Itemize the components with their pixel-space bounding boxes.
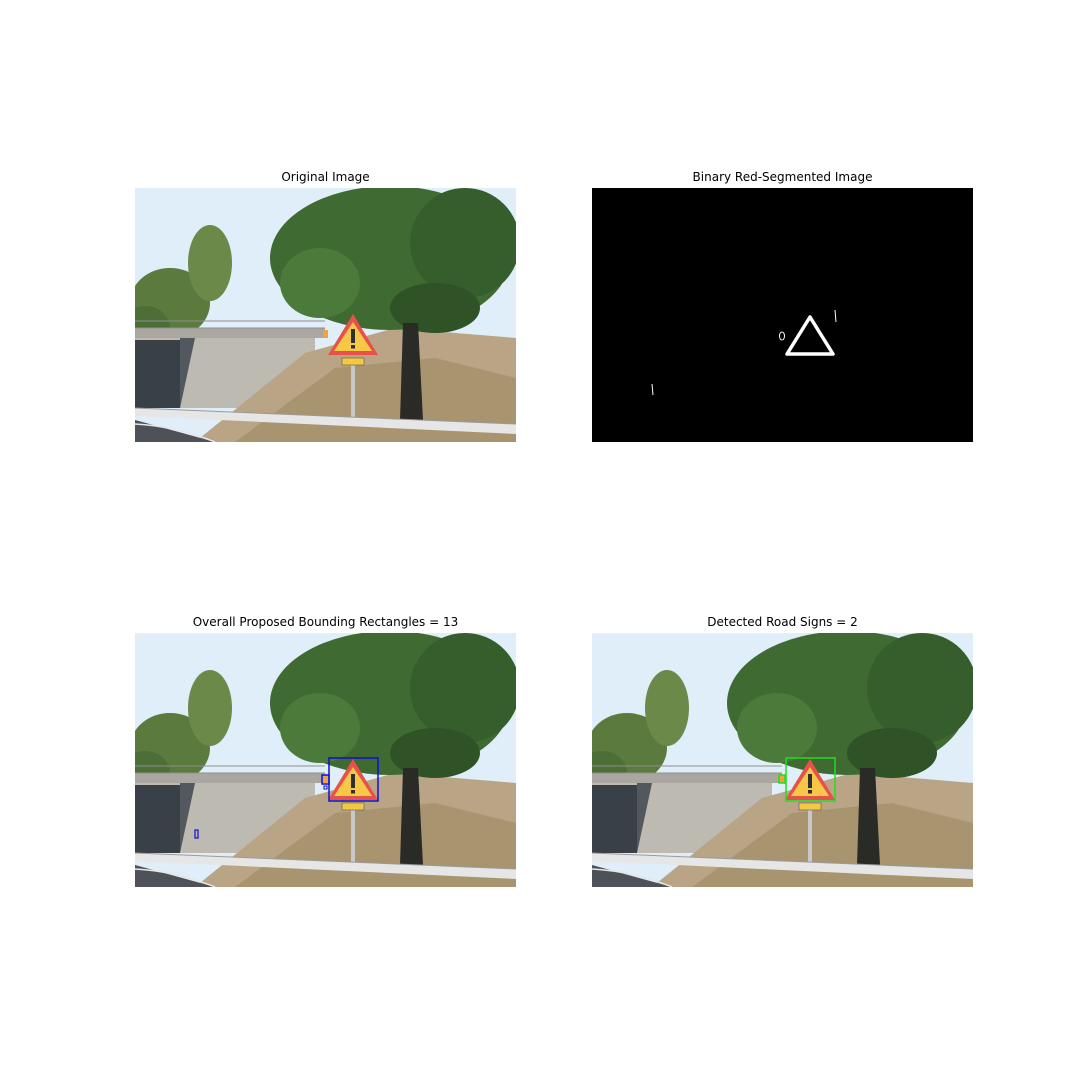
original-image-title: Original Image <box>281 170 370 184</box>
detections-title: Detected Road Signs = 2 <box>707 615 858 629</box>
proposal-box-left <box>194 829 199 839</box>
detections-image <box>592 633 973 887</box>
original-image <box>135 188 516 442</box>
binary-mask-image <box>592 188 973 442</box>
proposals-title: Overall Proposed Bounding Rectangles = 1… <box>192 615 459 629</box>
mask-triangle-shape <box>785 315 835 356</box>
mask-blob <box>779 331 785 341</box>
proposals-panel <box>135 633 516 887</box>
detection-box-sign <box>785 757 836 802</box>
proposal-box-small <box>321 774 330 785</box>
detection-box-small <box>778 774 786 784</box>
binary-image-title: Binary Red-Segmented Image <box>692 170 873 184</box>
proposal-box-tiny <box>323 785 328 790</box>
original-image-panel <box>135 188 516 442</box>
binary-image-panel <box>592 188 973 442</box>
detections-panel <box>592 633 973 887</box>
proposals-image <box>135 633 516 887</box>
